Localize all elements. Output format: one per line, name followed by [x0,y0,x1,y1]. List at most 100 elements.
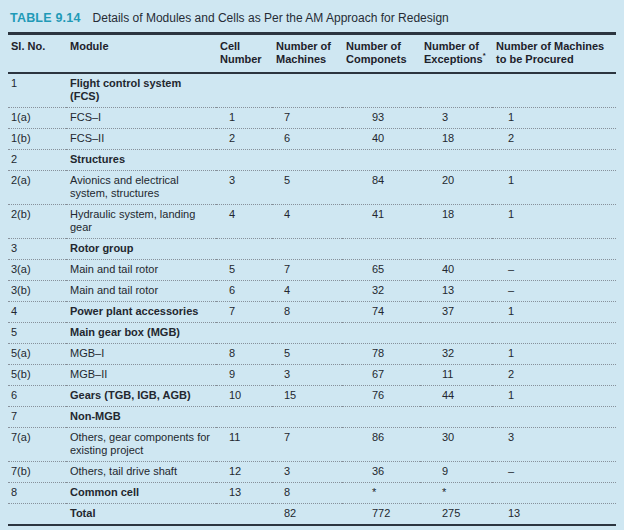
cell-cell: 10 [216,385,272,406]
cell-procured: 1 [492,385,616,406]
table-row: 3(a)Main and tail rotor576540– [8,259,616,280]
cell-sl: 5 [8,322,66,343]
cell-sl: 8 [8,482,66,503]
cell-exceptions [420,149,492,170]
cell-sl [8,503,66,525]
cell-componets: 41 [342,204,420,238]
cell-machines: 7 [272,107,342,128]
module-group-row: 3Rotor group [8,238,616,259]
column-header-componets: Number of Componets [342,35,420,73]
table-row: 1(b)FCS–II2640182 [8,128,616,149]
table-row: 3(b)Main and tail rotor643213– [8,280,616,301]
cell-sl: 7(a) [8,427,66,461]
cell-sl: 3(a) [8,259,66,280]
cell-machines [272,322,342,343]
cell-componets: 76 [342,385,420,406]
cell-machines: 7 [272,427,342,461]
cell-procured: 2 [492,128,616,149]
cell-module: Flight control system (FCS) [66,73,216,108]
cell-exceptions: 3 [420,107,492,128]
cell-module: Gears (TGB, IGB, AGB) [66,385,216,406]
cell-module: Total [66,503,216,525]
column-header-exceptions: Number of Exceptions* [420,35,492,73]
cell-exceptions: 13 [420,280,492,301]
cell-sl: 2(a) [8,170,66,204]
cell-procured [492,482,616,503]
cell-module: MGB–II [66,364,216,385]
column-header-sl: Sl. No. [8,35,66,73]
cell-procured: – [492,280,616,301]
cell-exceptions: 32 [420,343,492,364]
cell-procured: – [492,259,616,280]
cell-exceptions: 40 [420,259,492,280]
cell-cell [216,406,272,427]
cell-sl: 1(b) [8,128,66,149]
cell-exceptions: * [420,482,492,503]
cell-exceptions [420,406,492,427]
cell-module: Others, gear components for existing pro… [66,427,216,461]
cell-procured: 13 [492,503,616,525]
table-row: 8Common cell138** [8,482,616,503]
cell-exceptions [420,73,492,108]
column-header-footnote-marker: * [483,51,486,60]
header-row: Sl. No.ModuleCell NumberNumber of Machin… [8,35,616,73]
module-group-row: 2Structures [8,149,616,170]
cell-componets: 36 [342,461,420,482]
cell-module: Main and tail rotor [66,259,216,280]
table-row: 4Power plant accessories7874371 [8,301,616,322]
table-caption: TABLE 9.14Details of Modules and Cells a… [0,0,624,32]
cell-module: Common cell [66,482,216,503]
cell-procured: 1 [492,301,616,322]
table-row: 2(b)Hydraulic system, landing gear444118… [8,204,616,238]
cell-machines: 15 [272,385,342,406]
cell-cell: 11 [216,427,272,461]
cell-procured [492,322,616,343]
cell-machines: 8 [272,301,342,322]
cell-sl: 3 [8,238,66,259]
cell-procured: 1 [492,170,616,204]
cell-cell: 12 [216,461,272,482]
cell-componets: 772 [342,503,420,525]
column-header-machines: Number of Machines [272,35,342,73]
table-row: 7(b)Others, tail drive shaft123369– [8,461,616,482]
cell-componets: 40 [342,128,420,149]
cell-sl: 4 [8,301,66,322]
cell-machines: 3 [272,461,342,482]
cell-exceptions: 275 [420,503,492,525]
cell-machines: 8 [272,482,342,503]
column-header-cell: Cell Number [216,35,272,73]
module-group-row: 5Main gear box (MGB) [8,322,616,343]
modules-cells-table: Sl. No.ModuleCell NumberNumber of Machin… [8,35,616,526]
cell-machines: 5 [272,343,342,364]
table-row: 5(a)MGB–I8578321 [8,343,616,364]
cell-machines: 4 [272,280,342,301]
cell-exceptions: 37 [420,301,492,322]
cell-componets [342,406,420,427]
cell-cell: 6 [216,280,272,301]
cell-module: MGB–I [66,343,216,364]
table-row: 6Gears (TGB, IGB, AGB)101576441 [8,385,616,406]
cell-cell: 8 [216,343,272,364]
cell-machines [272,73,342,108]
cell-module: Non-MGB [66,406,216,427]
cell-componets: 67 [342,364,420,385]
cell-sl: 5(b) [8,364,66,385]
cell-componets: * [342,482,420,503]
cell-exceptions: 44 [420,385,492,406]
cell-cell [216,149,272,170]
table-header: Sl. No.ModuleCell NumberNumber of Machin… [8,35,616,73]
cell-machines: 4 [272,204,342,238]
cell-procured [492,238,616,259]
cell-exceptions: 9 [420,461,492,482]
cell-cell [216,73,272,108]
cell-sl: 2(b) [8,204,66,238]
cell-exceptions [420,238,492,259]
cell-procured: 3 [492,427,616,461]
cell-exceptions: 11 [420,364,492,385]
cell-exceptions: 18 [420,128,492,149]
cell-exceptions: 18 [420,204,492,238]
cell-cell [216,238,272,259]
cell-machines [272,238,342,259]
cell-exceptions: 20 [420,170,492,204]
cell-module: Main gear box (MGB) [66,322,216,343]
